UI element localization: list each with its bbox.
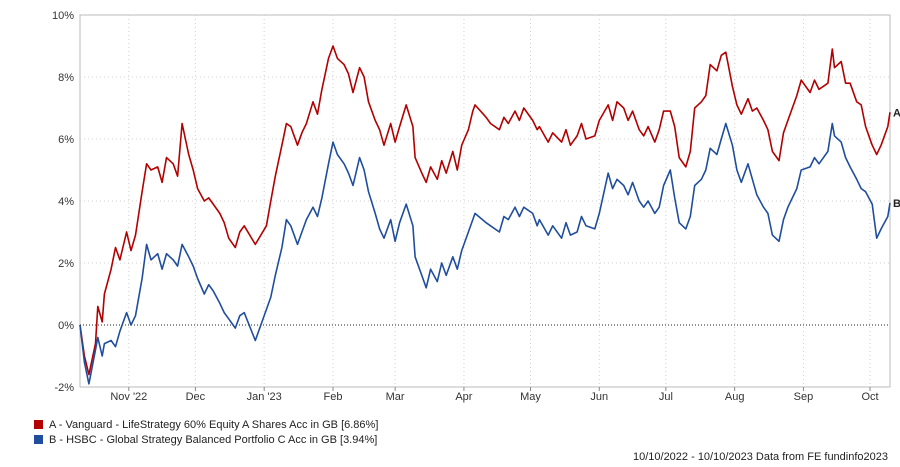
legend-swatch-a bbox=[34, 420, 43, 429]
x-tick-label: Apr bbox=[455, 391, 472, 403]
x-tick-label: Oct bbox=[861, 391, 878, 403]
y-tick-label: 6% bbox=[58, 134, 74, 146]
grid bbox=[79, 14, 891, 388]
y-tick-label: 10% bbox=[52, 10, 74, 22]
x-tick-label: Nov '22 bbox=[110, 391, 147, 403]
legend: A - Vanguard - LifeStrategy 60% Equity A… bbox=[34, 417, 378, 447]
series-end-label-a: A bbox=[893, 107, 900, 119]
series-end-labels: AB bbox=[893, 107, 900, 210]
y-tick-label: 4% bbox=[58, 196, 74, 208]
legend-item-a: A - Vanguard - LifeStrategy 60% Equity A… bbox=[34, 417, 378, 432]
series-lines bbox=[79, 45, 891, 385]
series-line-b bbox=[79, 122, 891, 385]
y-tick-label: 8% bbox=[58, 72, 74, 84]
x-tick-label: Mar bbox=[386, 391, 405, 403]
y-tick-label: 0% bbox=[58, 320, 74, 332]
x-tick-label: May bbox=[520, 391, 541, 403]
performance-chart: -2% 0% 2% 4% 6% 8% 10% Nov '22 Dec Jan '23 Feb Mar… bbox=[52, 10, 900, 403]
x-tick-label: Aug bbox=[725, 391, 745, 403]
legend-item-b: B - HSBC - Global Strategy Balanced Port… bbox=[34, 432, 378, 447]
x-axis: Nov '22 Dec Jan '23 Feb Mar Apr May Jun Jul Aug Se… bbox=[110, 387, 879, 403]
y-tick-label: 2% bbox=[58, 258, 74, 270]
footer-source: 10/10/2022 - 10/10/2023 Data from FE fun… bbox=[632, 451, 888, 463]
y-axis: -2% 0% 2% 4% 6% 8% 10% bbox=[52, 10, 74, 394]
legend-swatch-b bbox=[34, 435, 43, 444]
x-tick-label: Jun bbox=[590, 391, 608, 403]
legend-label-b: B - HSBC - Global Strategy Balanced Port… bbox=[49, 433, 378, 446]
series-end-label-b: B bbox=[893, 198, 900, 210]
legend-label-a: A - Vanguard - LifeStrategy 60% Equity A… bbox=[49, 418, 379, 431]
x-tick-label: Sep bbox=[794, 391, 814, 403]
series-line-a bbox=[79, 45, 891, 376]
x-tick-label: Dec bbox=[186, 391, 206, 403]
x-tick-label: Jan '23 bbox=[247, 391, 282, 403]
x-tick-label: Jul bbox=[659, 391, 673, 403]
y-tick-label: -2% bbox=[54, 382, 74, 394]
x-tick-label: Feb bbox=[324, 391, 343, 403]
